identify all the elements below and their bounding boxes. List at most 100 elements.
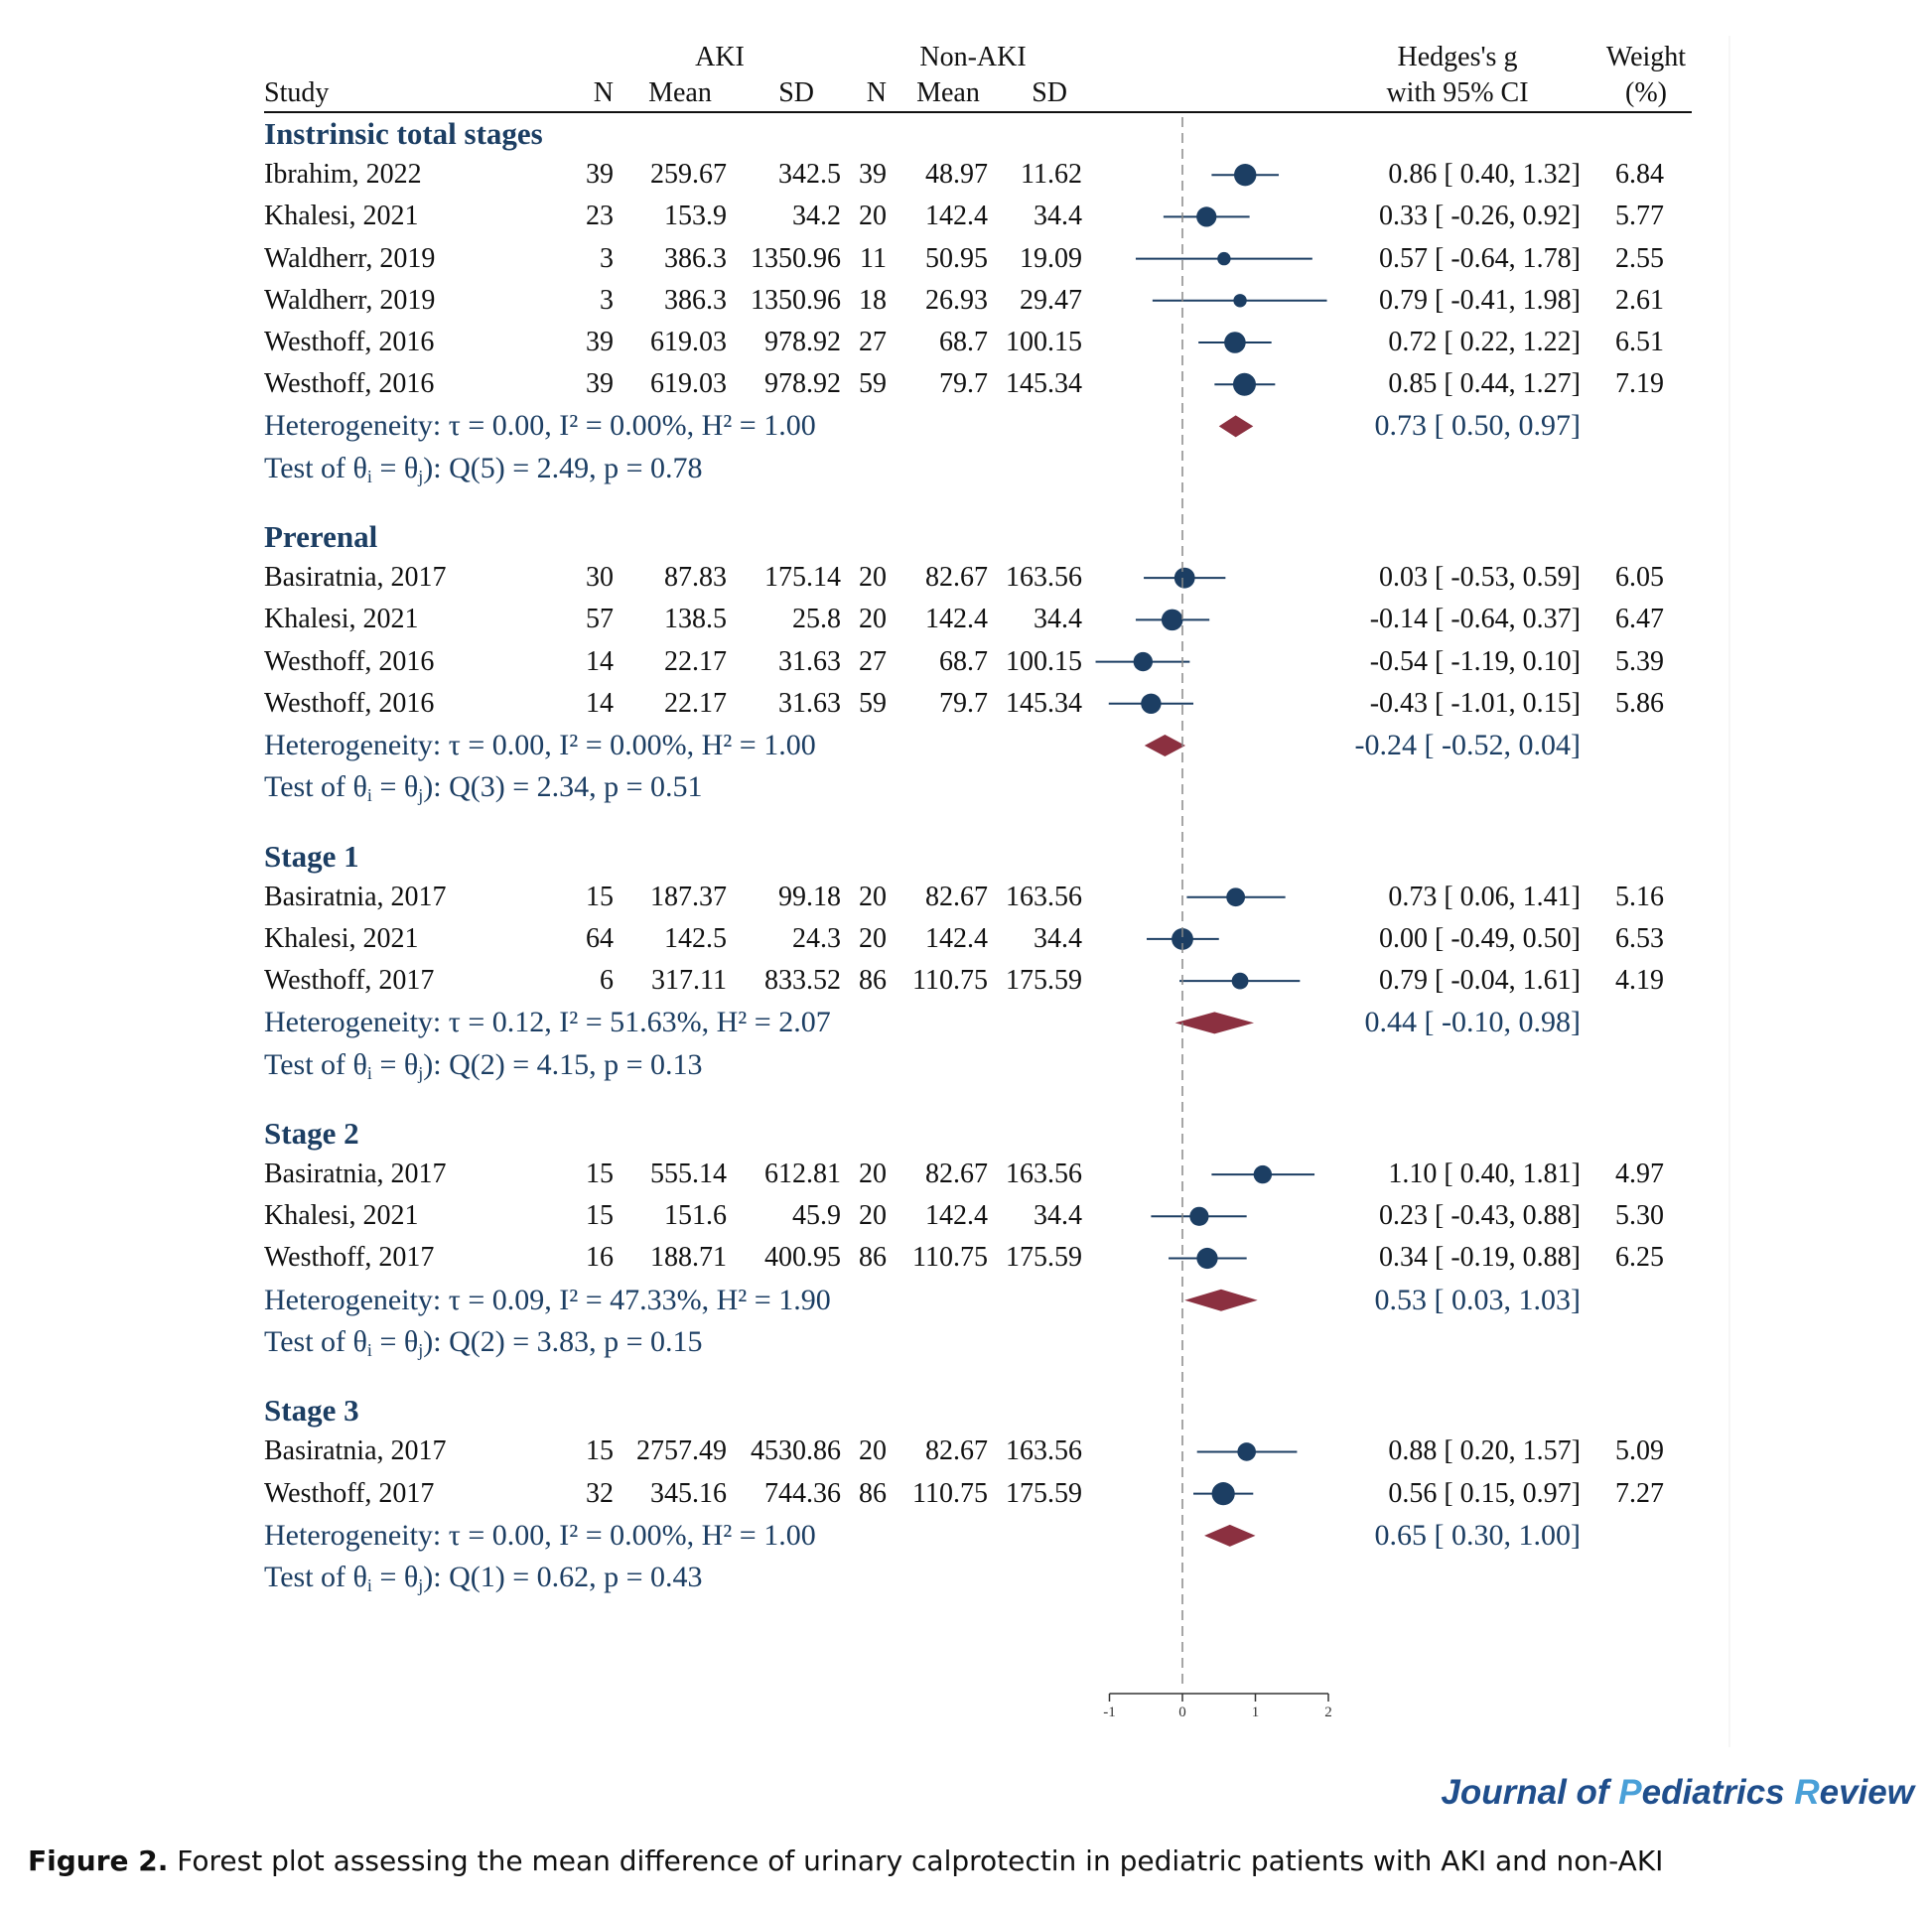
group-title: Prerenal [264,518,378,554]
aki-n-value: 3 [600,284,614,316]
weight-value: 6.53 [1615,922,1664,954]
effect-ci-value: 1.10 [ 0.40, 1.81] [1388,1159,1581,1190]
aki-n-value: 6 [600,965,614,997]
non-aki-sd-value: 34.4 [1034,1200,1082,1232]
non-aki-sd-value: 100.15 [1006,327,1082,357]
non-aki-mean-value: 82.67 [925,1159,988,1190]
test-stats: ): Q(1) = 0.62, p = 0.43 [423,1561,703,1594]
aki-mean-value: 259.67 [650,159,727,191]
test-mid: = θ [371,451,419,484]
effect-marker [1237,1442,1256,1461]
journal-brand: Journal of Pediatrics Review [1441,1773,1914,1813]
pooled-diamond [1184,1289,1258,1311]
study-label: Khalesi, 2021 [264,604,419,635]
test-prefix: Test of θ [264,770,367,804]
effect-marker [1172,928,1193,950]
pooled-ci-value: 0.53 [ 0.03, 1.03] [1374,1283,1581,1316]
test-mid: = θ [371,1324,419,1358]
aki-mean-value: 317.11 [651,965,727,997]
aki-sd-value: 833.52 [764,965,841,997]
effect-marker [1196,1247,1218,1270]
non-aki-mean-value: 142.4 [925,201,988,232]
effect-ci-value: 0.33 [ -0.26, 0.92] [1379,201,1581,232]
aki-mean-value: 22.17 [664,645,727,677]
weight-value: 5.86 [1615,687,1664,719]
aki-n-value: 30 [586,562,614,594]
non-aki-mean-value: 79.7 [939,687,988,719]
weight-value: 5.16 [1615,881,1664,912]
x-tick-label: -1 [1103,1705,1116,1720]
non-aki-mean-value: 110.75 [912,965,988,997]
non-aki-mean-value: 48.97 [925,159,988,191]
aki-mean-value: 619.03 [650,368,727,400]
non-aki-n-value: 11 [860,242,887,274]
non-aki-header: Non-AKI [919,42,1027,72]
figure-caption: Figure 2. Forest plot assessing the mean… [28,1844,1663,1877]
heterogeneity-test-text: Test of θi = θj): Q(2) = 4.15, p = 0.13 [264,1047,703,1082]
x-tick-label: 0 [1178,1705,1186,1720]
weight-header-line1: Weight [1605,42,1687,72]
heterogeneity-test-text: Test of θi = θj): Q(1) = 0.62, p = 0.43 [264,1561,703,1596]
aki-mean-value: 142.5 [664,922,727,954]
weight-value: 5.30 [1615,1200,1664,1232]
test-stats: ): Q(5) = 2.49, p = 0.78 [423,451,703,484]
non-aki-n-value: 20 [859,604,887,635]
aki-n-value: 14 [586,645,614,677]
heterogeneity-text: Heterogeneity: τ = 0.12, I² = 51.63%, H²… [264,1008,831,1037]
non-aki-sd-value: 34.4 [1034,604,1082,635]
aki-mean-value: 2757.49 [636,1435,727,1467]
effect-marker [1133,651,1154,672]
effect-ci-value: 0.03 [ -0.53, 0.59] [1379,562,1581,594]
weight-value: 6.84 [1615,159,1664,191]
effect-ci-value: 0.86 [ 0.40, 1.32] [1388,159,1581,191]
study-label: Westhoff, 2017 [264,1242,435,1274]
non-aki-sd-value: 163.56 [1006,881,1082,912]
heterogeneity-prefix: Heterogeneity: τ [264,1283,461,1316]
heterogeneity-stats: = 0.00, I² = 0.00%, H² = 1.00 [460,1518,816,1552]
test-prefix: Test of θ [264,1561,367,1594]
aki-n-value: 14 [586,687,614,719]
non-aki-sd-value: 29.47 [1020,284,1082,316]
non-aki-sd-value: 163.56 [1006,562,1082,594]
test-mid: = θ [371,1561,419,1594]
non-aki-mean-value: 26.93 [925,284,988,316]
non-aki-sd-value: 145.34 [1006,368,1082,400]
effect-marker [1217,251,1231,266]
test-mid: = θ [371,1047,419,1081]
aki-sd-value: 175.14 [764,562,841,594]
aki-mean-value: 386.3 [664,242,727,274]
study-header: Study [264,77,330,108]
effect-ci-value: 0.88 [ 0.20, 1.57] [1388,1435,1581,1467]
effect-ci-value: -0.54 [ -1.19, 0.10] [1369,645,1581,677]
effect-marker [1233,294,1247,308]
non-aki-n-value: 59 [859,368,887,400]
heterogeneity-stats: = 0.00, I² = 0.00%, H² = 1.00 [460,409,816,443]
non-aki-n-value: 20 [859,881,887,912]
non-aki-sd-value: 163.56 [1006,1435,1082,1467]
test-prefix: Test of θ [264,1324,367,1358]
aki-mean-value: 153.9 [664,201,727,232]
test-sub-i: i [366,1575,372,1596]
effect-ci-value: 0.72 [ 0.22, 1.22] [1388,327,1581,357]
effect-marker [1161,609,1183,631]
effect-ci-value: -0.43 [ -1.01, 0.15] [1369,687,1581,719]
study-label: Basiratnia, 2017 [264,881,447,912]
aki-sd-value: 99.18 [778,881,841,912]
non-aki-mean-value: 68.7 [939,645,988,677]
test-sub-i: i [366,1339,372,1360]
brand-part3: eview [1819,1773,1914,1812]
brand-accent1: P [1618,1773,1642,1812]
group-title: Stage 1 [264,838,359,874]
aki-n-value: 15 [586,1200,614,1232]
non-aki-mean-value: 110.75 [912,1242,988,1274]
effect-header-line1: Hedges's g [1397,42,1518,72]
weight-value: 4.97 [1615,1159,1664,1190]
study-label: Khalesi, 2021 [264,201,419,232]
x-tick-label: 2 [1324,1705,1332,1720]
non-aki-sd-value: 175.59 [1006,1477,1082,1509]
test-sub-j: j [418,466,424,486]
pooled-diamond [1204,1524,1256,1547]
aki-sd-value: 744.36 [764,1477,841,1509]
